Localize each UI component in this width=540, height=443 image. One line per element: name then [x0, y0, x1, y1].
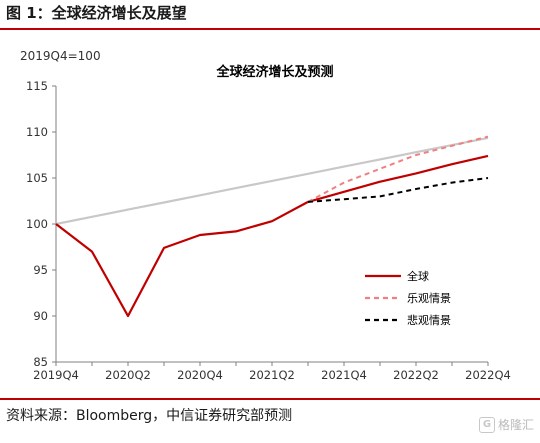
- unit-label: 2019Q4=100: [20, 49, 101, 63]
- trend-line: [55, 136, 489, 226]
- figure-title: 图 1：全球经济增长及展望: [6, 4, 187, 22]
- top-divider: [0, 28, 540, 30]
- x-tick-label: 2022Q2: [393, 368, 439, 382]
- bottom-divider: [0, 398, 540, 400]
- x-tick-label: 2022Q4: [465, 368, 511, 382]
- legend-label: 悲观情景: [407, 313, 451, 327]
- legend-label: 全球: [407, 269, 429, 283]
- watermark: G 格隆汇: [478, 416, 534, 433]
- y-tick-label: 105: [26, 171, 48, 185]
- x-tick-label: 2021Q4: [321, 368, 367, 382]
- x-tick-label: 2020Q2: [105, 368, 151, 382]
- axes: 85 90 95 100 105 110 115 2019Q4 2020Q2 2020Q4 2021…: [26, 79, 511, 382]
- chart-title: 全球经济增长及预测: [215, 64, 333, 80]
- series-line: [307, 177, 489, 203]
- source-note: 资料来源：Bloomberg，中信证券研究部预测: [6, 408, 293, 424]
- x-tick-label: 2021Q2: [249, 368, 295, 382]
- y-tick-label: 110: [26, 125, 48, 139]
- y-tick-label: 100: [26, 217, 48, 231]
- watermark-text: 格隆汇: [497, 418, 534, 432]
- y-tick-label: 115: [26, 79, 48, 93]
- line-chart: 全球经济增长及预测 2019Q4=100 85 90 95 100 105 110 115 2…: [20, 49, 511, 382]
- series-layer: [55, 135, 489, 318]
- legend-label: 乐观情景: [407, 292, 451, 305]
- series-line: [55, 154, 489, 318]
- y-tick-label: 95: [33, 263, 48, 277]
- x-tick-label: 2020Q4: [177, 368, 223, 382]
- y-tick-label: 85: [33, 355, 48, 369]
- x-tick-label: 2019Q4: [33, 368, 79, 382]
- y-tick-label: 90: [33, 309, 48, 323]
- logo-icon: G: [478, 416, 495, 433]
